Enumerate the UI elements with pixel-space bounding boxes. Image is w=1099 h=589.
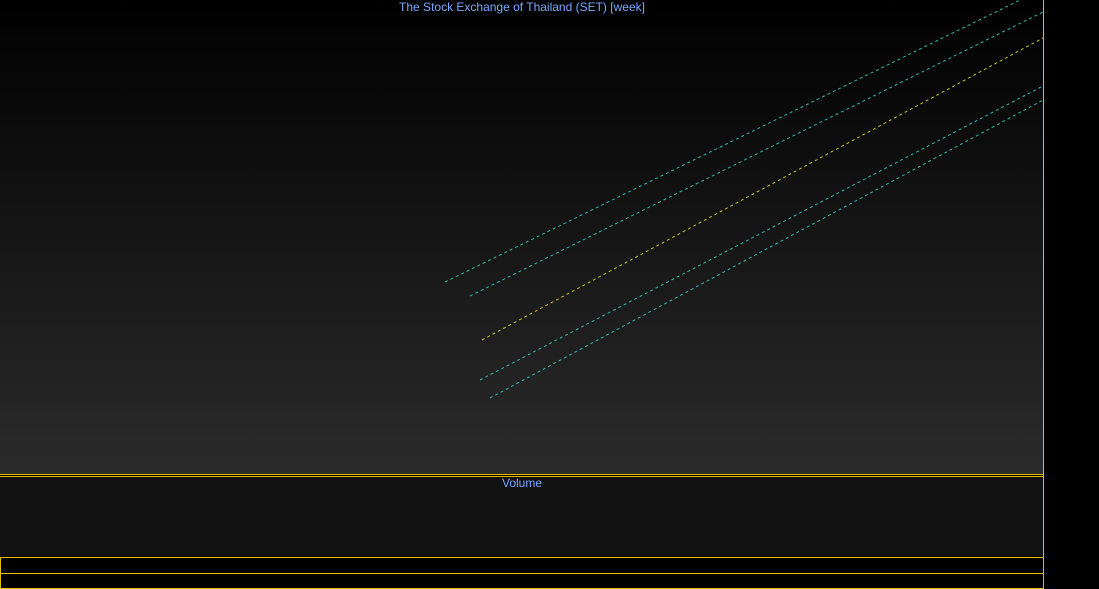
channel-line bbox=[479, 85, 1044, 381]
channel-line bbox=[444, 0, 1021, 283]
volume-title: Volume bbox=[502, 476, 542, 490]
trend-channel bbox=[444, 0, 1044, 399]
price-panel bbox=[0, 0, 1043, 474]
channel-line bbox=[469, 11, 1044, 297]
date-band bbox=[0, 557, 1044, 574]
channel-line bbox=[481, 37, 1044, 341]
chart-title: The Stock Exchange of Thailand (SET) [we… bbox=[399, 0, 645, 14]
year-band bbox=[0, 573, 1044, 589]
channel-line bbox=[489, 99, 1044, 399]
volume-panel bbox=[0, 476, 1043, 556]
